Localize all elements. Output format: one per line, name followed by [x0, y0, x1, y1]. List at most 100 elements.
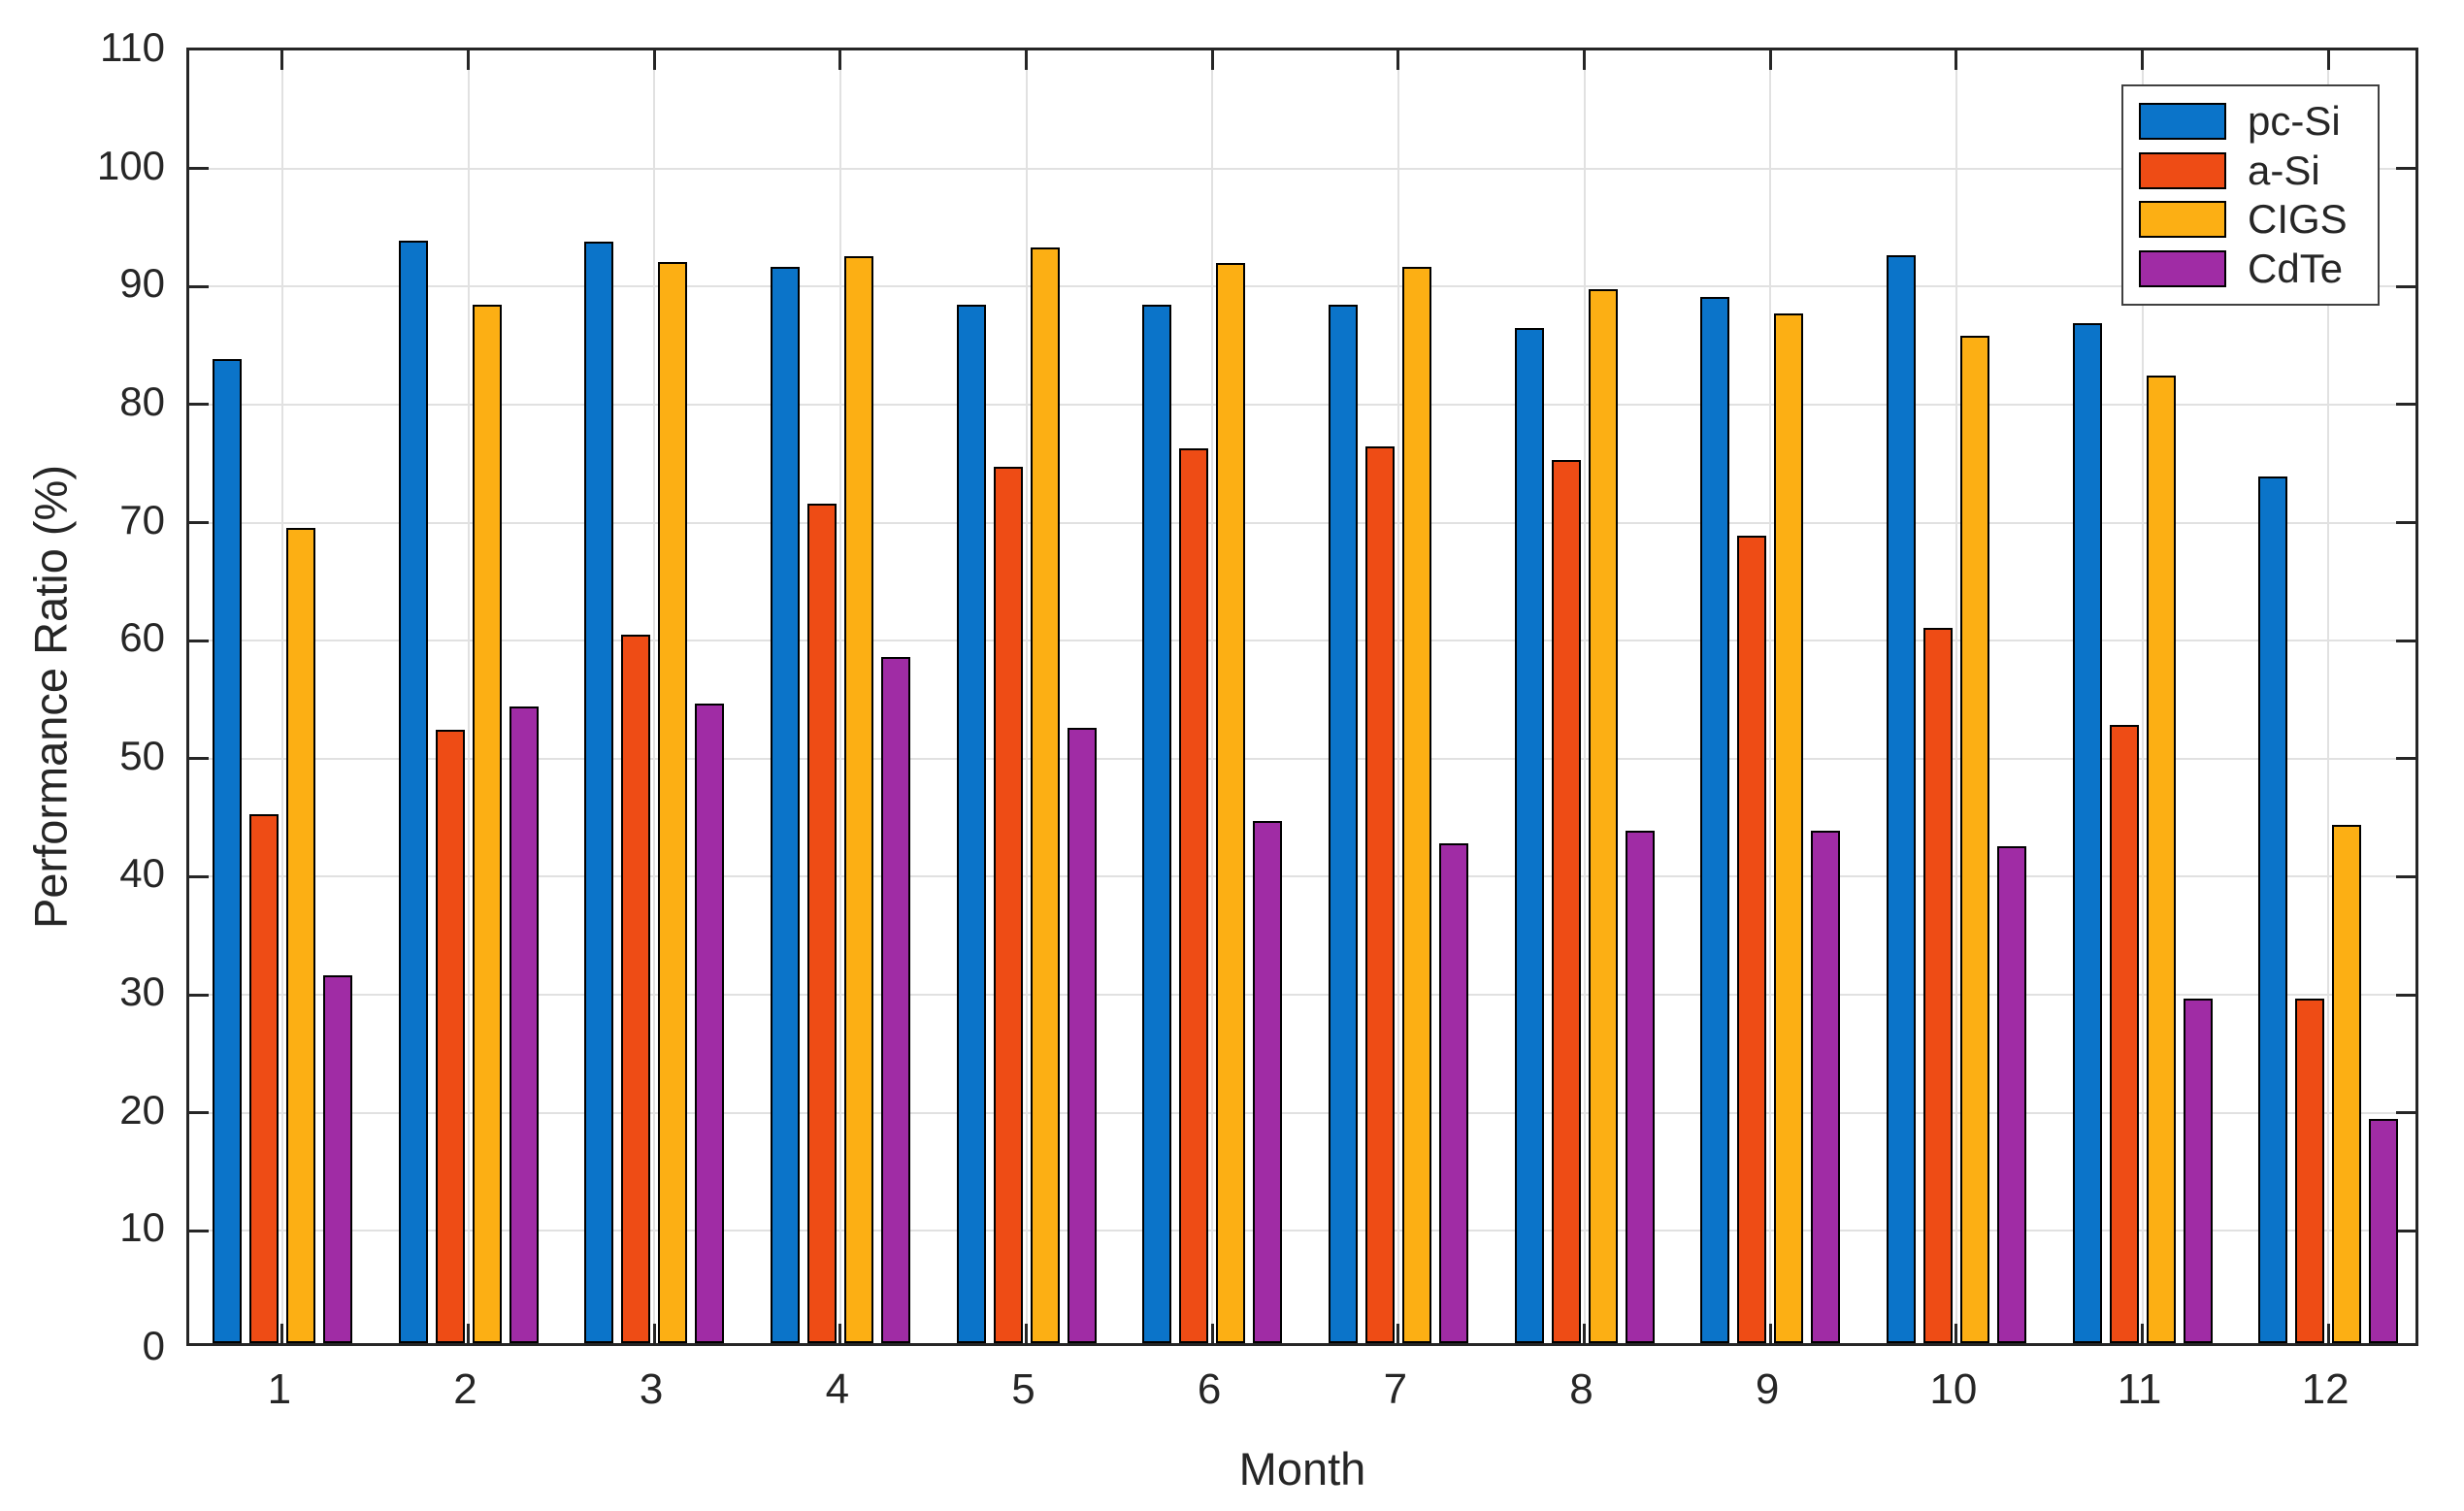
y-tick-label-60: 60: [119, 614, 165, 661]
x-tick-label-month-6: 6: [1197, 1365, 1222, 1413]
y-tick-left-40: [189, 874, 209, 878]
y-tick-left-90: [189, 284, 209, 288]
x-tick-label-month-3: 3: [639, 1365, 664, 1413]
x-tick-bottom-month-9: [1768, 1324, 1772, 1343]
v-gridline-month-12: [2327, 50, 2330, 1343]
bar-pc-Si-month-5: [956, 304, 986, 1343]
x-tick-bottom-month-3: [652, 1324, 656, 1343]
bar-CdTe-month-4: [880, 657, 910, 1343]
v-gridline-month-4: [838, 50, 841, 1343]
x-tick-top-month-3: [652, 50, 656, 70]
legend-swatch-CdTe: [2139, 249, 2226, 287]
bar-CdTe-month-7: [1438, 843, 1468, 1343]
y-tick-right-90: [2396, 284, 2415, 288]
x-tick-top-month-11: [2141, 50, 2144, 70]
bar-a-Si-month-8: [1551, 460, 1581, 1343]
h-gridline-90: [189, 285, 2415, 288]
y-tick-right-100: [2396, 167, 2415, 171]
h-gridline-10: [189, 1230, 2415, 1232]
bar-CIGS-month-8: [1588, 288, 1618, 1343]
h-gridline-40: [189, 875, 2415, 878]
y-tick-right-60: [2396, 639, 2415, 642]
x-tick-label-month-2: 2: [453, 1365, 477, 1413]
bar-CIGS-month-2: [472, 304, 502, 1343]
x-tick-top-month-9: [1768, 50, 1772, 70]
bar-a-Si-month-3: [621, 635, 651, 1343]
bar-pc-Si-month-11: [2072, 323, 2102, 1343]
x-tick-top-month-6: [1210, 50, 1214, 70]
bar-pc-Si-month-7: [1328, 304, 1358, 1343]
legend-label-CIGS: CIGS: [2248, 196, 2348, 243]
x-tick-bottom-month-8: [1583, 1324, 1586, 1343]
h-gridline-60: [189, 640, 2415, 642]
x-tick-top-month-2: [467, 50, 470, 70]
bar-a-Si-month-12: [2295, 998, 2325, 1343]
legend-item-CdTe: CdTe: [2139, 246, 2362, 290]
h-gridline-20: [189, 1111, 2415, 1114]
x-tick-label-month-11: 11: [2117, 1365, 2162, 1413]
legend-swatch-CIGS: [2139, 201, 2226, 239]
h-gridline-50: [189, 757, 2415, 760]
bar-a-Si-month-5: [993, 467, 1023, 1343]
y-tick-label-90: 90: [119, 260, 165, 307]
bar-CIGS-month-3: [658, 261, 688, 1343]
x-tick-label-month-9: 9: [1755, 1365, 1780, 1413]
bar-CIGS-month-9: [1774, 313, 1804, 1343]
bar-pc-Si-month-8: [1514, 327, 1544, 1343]
bar-a-Si-month-4: [806, 504, 837, 1343]
v-gridline-month-10: [1955, 50, 1957, 1343]
x-tick-bottom-month-4: [838, 1324, 842, 1343]
bar-pc-Si-month-4: [770, 266, 800, 1343]
y-tick-left-70: [189, 521, 209, 525]
h-gridline-100: [189, 167, 2415, 170]
x-tick-bottom-month-10: [1955, 1324, 1958, 1343]
v-gridline-month-3: [653, 50, 656, 1343]
legend-label-pc-Si: pc-Si: [2248, 98, 2341, 144]
bar-a-Si-month-10: [1922, 627, 1953, 1343]
legend-swatch-a-Si: [2139, 151, 2226, 189]
y-tick-label-80: 80: [119, 378, 165, 424]
v-gridline-month-5: [1025, 50, 1028, 1343]
bar-CdTe-month-5: [1067, 728, 1097, 1343]
x-tick-label-month-10: 10: [1929, 1365, 1978, 1413]
x-tick-label-month-5: 5: [1011, 1365, 1035, 1413]
x-tick-top-month-5: [1025, 50, 1028, 70]
y-tick-label-50: 50: [119, 732, 165, 778]
bar-CIGS-month-4: [843, 255, 873, 1343]
h-gridline-70: [189, 521, 2415, 524]
y-tick-label-70: 70: [119, 496, 165, 542]
bar-CdTe-month-9: [1811, 831, 1841, 1343]
bar-CdTe-month-3: [695, 703, 725, 1343]
plot-area: [186, 48, 2418, 1346]
legend: pc-Si a-Si CIGS CdTe: [2121, 84, 2380, 306]
x-axis-label: Month: [1238, 1443, 1366, 1495]
v-gridline-month-8: [1583, 50, 1586, 1343]
legend-item-a-Si: a-Si: [2139, 148, 2362, 192]
x-tick-label-month-7: 7: [1383, 1365, 1408, 1413]
x-tick-label-month-1: 1: [267, 1365, 292, 1413]
x-tick-label-month-8: 8: [1569, 1365, 1593, 1413]
legend-item-pc-Si: pc-Si: [2139, 100, 2362, 143]
x-tick-label-month-12: 12: [2301, 1365, 2349, 1413]
y-tick-left-10: [189, 1229, 209, 1232]
h-gridline-80: [189, 403, 2415, 406]
bar-CdTe-month-1: [322, 974, 352, 1343]
x-tick-top-month-12: [2326, 50, 2330, 70]
y-tick-label-30: 30: [119, 969, 165, 1015]
bar-CdTe-month-6: [1253, 821, 1283, 1343]
v-gridline-month-7: [1396, 50, 1399, 1343]
v-gridline-month-11: [2141, 50, 2144, 1343]
bar-CdTe-month-10: [1996, 845, 2026, 1343]
bar-CIGS-month-6: [1216, 263, 1246, 1343]
y-tick-label-100: 100: [96, 142, 165, 188]
x-tick-top-month-4: [838, 50, 842, 70]
legend-item-CIGS: CIGS: [2139, 198, 2362, 241]
bar-pc-Si-month-10: [1886, 254, 1916, 1343]
x-tick-bottom-month-12: [2326, 1324, 2330, 1343]
bar-pc-Si-month-1: [212, 358, 242, 1343]
bar-pc-Si-month-3: [584, 242, 614, 1343]
y-tick-left-30: [189, 993, 209, 997]
x-tick-bottom-month-5: [1025, 1324, 1028, 1343]
y-tick-label-0: 0: [142, 1323, 165, 1368]
